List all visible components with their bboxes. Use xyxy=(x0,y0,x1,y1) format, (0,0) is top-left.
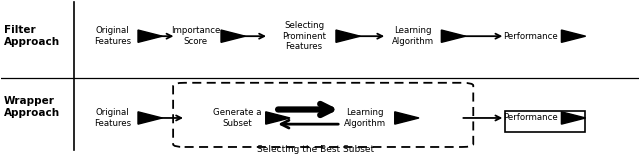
Text: Performance: Performance xyxy=(504,113,558,122)
Polygon shape xyxy=(442,30,466,42)
Text: Performance: Performance xyxy=(504,32,558,41)
Polygon shape xyxy=(138,30,163,42)
Text: Selecting
Prominent
Features: Selecting Prominent Features xyxy=(282,21,326,51)
Text: Generate a
Subset: Generate a Subset xyxy=(212,108,261,128)
Text: Original
Features: Original Features xyxy=(94,108,131,128)
Text: Learning
Algorithm: Learning Algorithm xyxy=(392,26,434,46)
Text: Selecting the Best Subset: Selecting the Best Subset xyxy=(257,145,374,154)
Text: Importance
Score: Importance Score xyxy=(171,26,220,46)
FancyBboxPatch shape xyxy=(505,111,585,132)
Polygon shape xyxy=(561,112,586,124)
Text: Wrapper
Approach: Wrapper Approach xyxy=(4,96,60,118)
Text: Learning
Algorithm: Learning Algorithm xyxy=(344,108,386,128)
Polygon shape xyxy=(395,112,419,124)
Polygon shape xyxy=(221,30,245,42)
Text: Filter
Approach: Filter Approach xyxy=(4,25,60,47)
Text: Original
Features: Original Features xyxy=(94,26,131,46)
Polygon shape xyxy=(561,30,586,42)
Polygon shape xyxy=(336,30,360,42)
Polygon shape xyxy=(266,112,290,124)
Polygon shape xyxy=(138,112,163,124)
